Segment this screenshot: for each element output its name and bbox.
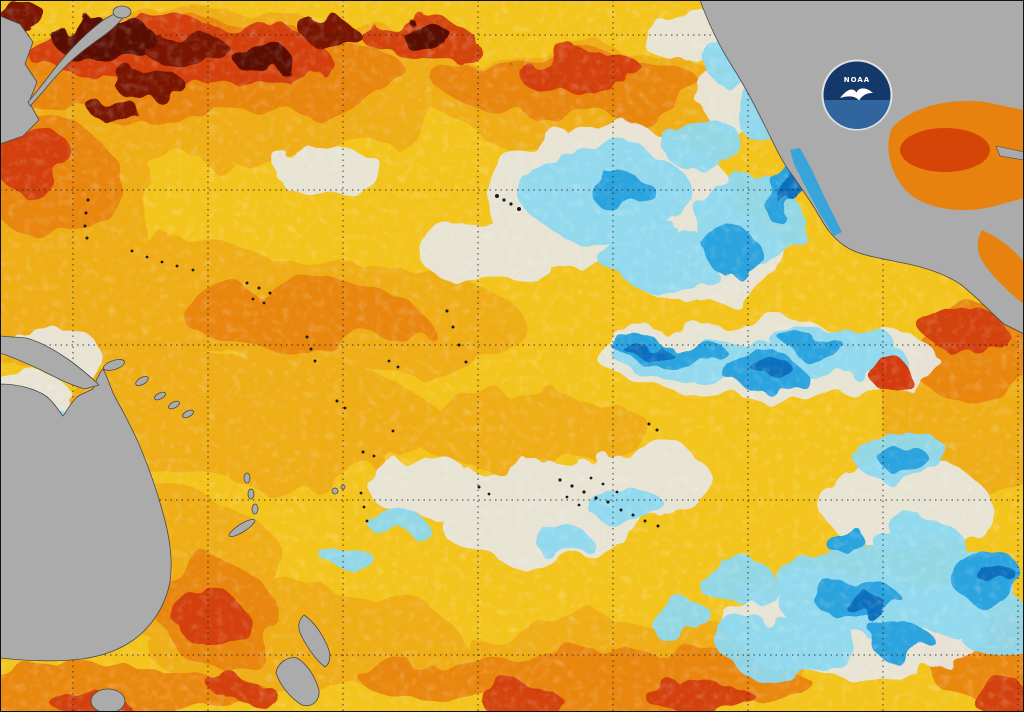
landmass-new-guinea [0, 335, 100, 390]
islands-hawaii [495, 194, 521, 211]
island-solomon-3 [182, 409, 194, 419]
island-tasmania [90, 688, 126, 714]
landmass-new-zealand-south [275, 657, 320, 707]
island-cuba [995, 145, 1024, 161]
landmass-new-zealand-north [298, 614, 331, 668]
noaa-logo: NOAA [821, 59, 893, 131]
noaa-logo-text: NOAA [844, 76, 870, 84]
water-gulf-of-california [790, 148, 842, 236]
island-vanuatu-3 [251, 503, 259, 515]
landmass-north-america [699, 0, 1024, 335]
island-new-britain [103, 359, 125, 371]
island-vanuatu-1 [243, 472, 251, 484]
island-fiji-2 [340, 484, 346, 490]
water-gulf-of-mexico-warm-core [900, 128, 990, 172]
island-bougainville [135, 375, 149, 387]
coastal-water-overlays [790, 101, 1024, 304]
water-caribbean [977, 230, 1024, 304]
noaa-logo-bird-icon [840, 88, 873, 101]
island-vanuatu-2 [247, 488, 255, 500]
noaa-logo-sea [823, 100, 891, 130]
page-bottom-margin [0, 712, 1024, 720]
island-solomon-1 [154, 391, 166, 401]
landmass-asia [0, 15, 40, 145]
island-hokkaido [112, 5, 132, 19]
island-fiji-1 [331, 487, 339, 495]
island-solomon-2 [168, 400, 180, 410]
landmass-australia [0, 368, 172, 662]
island-new-caledonia [228, 518, 256, 538]
atoll-island-dots [83, 198, 660, 528]
